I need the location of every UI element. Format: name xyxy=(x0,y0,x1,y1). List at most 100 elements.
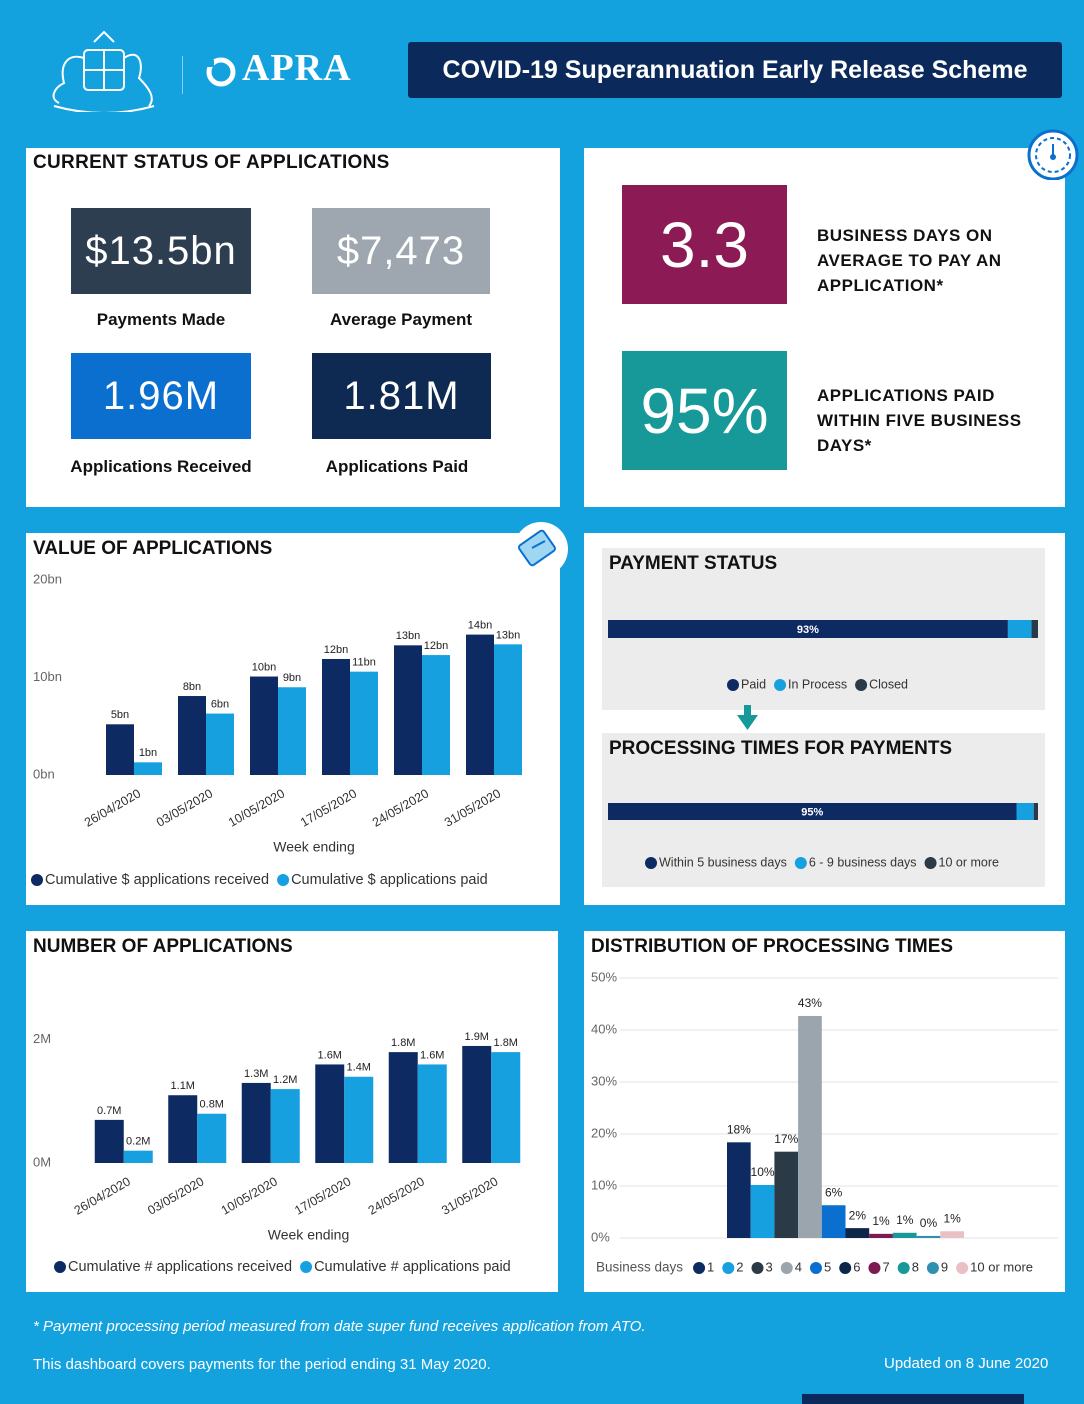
value-label: 18% xyxy=(727,1122,751,1136)
legend-swatch xyxy=(751,1262,764,1274)
legend-swatch xyxy=(897,1262,910,1274)
bar xyxy=(94,1119,124,1163)
bar-segment xyxy=(608,803,1017,820)
y-tick-label: 10bn xyxy=(33,669,62,684)
legend-title: Business days xyxy=(596,1260,683,1275)
value-label: 12bn xyxy=(424,640,448,652)
value-label: 13bn xyxy=(496,629,520,641)
x-tick-label: 24/05/2020 xyxy=(366,1174,427,1217)
value-label: 6% xyxy=(825,1185,843,1199)
value-label: 0.8M xyxy=(200,1099,224,1111)
legend-label: 6 - 9 business days xyxy=(809,855,917,869)
bar xyxy=(491,1052,521,1163)
legend-label: 9 xyxy=(941,1259,948,1274)
bar xyxy=(123,1150,153,1163)
legend-label: Cumulative # applications paid xyxy=(314,1259,511,1275)
x-tick-label: 31/05/2020 xyxy=(442,786,503,829)
value-label: 43% xyxy=(798,996,822,1010)
y-tick-label: 0bn xyxy=(33,766,55,781)
apra-mark xyxy=(204,57,236,87)
x-tick-label: 03/05/2020 xyxy=(154,786,215,829)
bar xyxy=(350,671,378,775)
bar xyxy=(344,1076,374,1163)
bar xyxy=(821,1205,846,1238)
bar xyxy=(241,1082,271,1163)
value-label: 0.2M xyxy=(126,1136,150,1148)
legend-swatch xyxy=(868,1262,881,1274)
value-label: 1.6M xyxy=(420,1049,444,1061)
bar xyxy=(394,645,422,775)
value-label: 17% xyxy=(774,1132,798,1146)
bar xyxy=(417,1064,447,1163)
y-tick-label: 20% xyxy=(591,1125,617,1140)
legend-label: 10 or more xyxy=(939,855,999,869)
footnote: * Payment processing period measured fro… xyxy=(33,1318,646,1335)
value-label: 0.7M xyxy=(97,1105,121,1117)
value-label: 9bn xyxy=(283,672,301,684)
bar xyxy=(750,1184,775,1238)
legend-label: 6 xyxy=(853,1259,860,1274)
legend-label: 1 xyxy=(707,1259,714,1274)
legend-swatch xyxy=(645,857,657,869)
chart-title: PAYMENT STATUS xyxy=(609,553,777,574)
logo-text: APRA xyxy=(242,47,352,89)
legend-label: Cumulative # applications received xyxy=(68,1259,292,1275)
y-tick-label: 50% xyxy=(591,969,617,984)
bar xyxy=(278,687,306,775)
bar xyxy=(250,676,278,775)
bar xyxy=(940,1231,964,1238)
legend-label: 5 xyxy=(824,1259,831,1274)
value-label: 1.8M xyxy=(494,1037,518,1049)
x-tick-label: 17/05/2020 xyxy=(298,786,359,829)
value-label: 1% xyxy=(872,1214,890,1228)
y-tick-label: 40% xyxy=(591,1021,617,1036)
legend-swatch xyxy=(839,1262,852,1274)
value-label: 1bn xyxy=(139,747,157,759)
bar xyxy=(494,644,522,775)
value-label: 12bn xyxy=(324,644,348,656)
y-tick-label: 30% xyxy=(591,1073,617,1088)
value-label: 1.2M xyxy=(273,1074,297,1086)
bar xyxy=(168,1095,198,1163)
bar xyxy=(322,658,350,775)
bar xyxy=(798,1015,822,1238)
bar xyxy=(892,1232,917,1238)
chart-title: NUMBER OF APPLICATIONS xyxy=(33,936,293,957)
value-label: 1.9M xyxy=(465,1031,489,1043)
kpi-label: Applications Paid xyxy=(325,457,469,476)
flow-arrow xyxy=(737,705,758,730)
header-title: COVID-19 Superannuation Early Release Sc… xyxy=(408,42,1062,98)
bar xyxy=(727,1142,751,1238)
value-label: 10% xyxy=(751,1165,775,1179)
value-label: 93% xyxy=(797,624,819,636)
kpi-value: 1.81M xyxy=(312,353,491,439)
kpi-label: Applications Received xyxy=(70,457,252,476)
gauge-icon xyxy=(1027,129,1079,180)
value-label: 1.6M xyxy=(318,1049,342,1061)
x-tick-label: 26/04/2020 xyxy=(72,1174,133,1217)
value-label: 1.1M xyxy=(171,1080,195,1092)
legend-swatch xyxy=(277,874,290,886)
x-tick-label: 17/05/2020 xyxy=(292,1174,353,1217)
kpi-value: 1.96M xyxy=(71,353,251,439)
x-axis-title: Week ending xyxy=(268,1227,349,1243)
bar xyxy=(106,724,134,775)
bar xyxy=(462,1045,492,1163)
legend-label: Closed xyxy=(869,677,908,691)
x-tick-label: 24/05/2020 xyxy=(370,786,431,829)
legend-label: Within 5 business days xyxy=(659,855,787,869)
value-label: 1.8M xyxy=(391,1037,415,1049)
legend-swatch xyxy=(794,857,807,869)
legend-swatch xyxy=(924,857,937,869)
x-tick-label: 10/05/2020 xyxy=(226,786,287,829)
value-label: 8bn xyxy=(183,681,201,693)
panel-title: CURRENT STATUS OF APPLICATIONS xyxy=(33,152,390,173)
y-tick-label: 10% xyxy=(591,1177,617,1192)
x-tick-label: 03/05/2020 xyxy=(145,1174,206,1217)
footer-bar xyxy=(802,1394,1024,1404)
legend-label: Cumulative $ applications paid xyxy=(291,872,488,888)
value-label: 95% xyxy=(801,806,823,818)
legend-swatch xyxy=(926,1262,939,1274)
